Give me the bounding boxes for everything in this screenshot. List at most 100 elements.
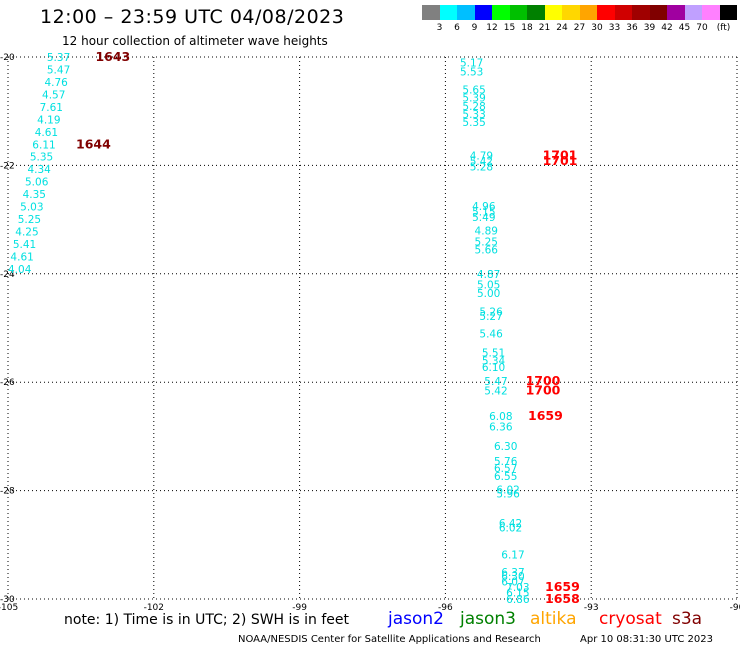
wave-height-label: 4.76: [44, 77, 68, 89]
legend-jason3: jason3: [460, 609, 516, 629]
wave-height-label: 5.28: [462, 101, 485, 113]
scale-swatch: [614, 5, 632, 20]
wave-height-label: 6.17: [501, 550, 524, 562]
wave-height-label: 5.42: [484, 385, 507, 397]
scale-swatch: [439, 5, 457, 20]
wave-height-label: 5.00: [477, 288, 500, 300]
scale-label: 18: [521, 23, 533, 33]
wave-height-label: 5.47: [484, 376, 507, 388]
wave-height-label: 5.25: [475, 236, 498, 248]
wave-height-label: 5.03: [20, 202, 43, 214]
page-subtitle: 12 hour collection of altimeter wave hei…: [62, 34, 328, 48]
scale-swatch: [667, 5, 685, 20]
wave-height-label: 5.28: [470, 161, 493, 173]
wave-height-label: 5.17: [460, 57, 483, 69]
wave-height-label: 5.26: [479, 307, 503, 319]
scale-label: 70: [696, 23, 708, 33]
wave-height-label: 5.27: [479, 311, 502, 323]
wave-height-label: 7.61: [40, 102, 63, 114]
scale-swatch: [719, 5, 737, 20]
wave-height-label: 6.55: [494, 471, 517, 483]
scale-label: (ft): [716, 23, 731, 33]
y-tick-label: -24: [0, 270, 15, 280]
wave-height-label: 5.49: [472, 212, 495, 224]
wave-height-label: 5.76: [494, 456, 518, 468]
wave-height-label: 7.03: [506, 582, 529, 594]
wave-height-label: 6.10: [482, 362, 505, 374]
wave-height-label: 5.25: [18, 214, 41, 226]
y-tick-label: -22: [0, 161, 15, 171]
wave-height-label: 6.86: [506, 594, 530, 606]
wave-height-label: 6.11: [32, 139, 55, 151]
scale-label: 12: [486, 23, 498, 33]
wave-height-label: 5.35: [462, 117, 485, 129]
wave-height-label: 6.07: [501, 577, 524, 589]
scale-swatch: [649, 5, 667, 20]
wave-height-label: 4.87: [477, 269, 500, 281]
pass-time-label: 1701: [543, 148, 578, 163]
wave-height-label: 5.53: [460, 67, 483, 79]
scale-swatch: [562, 5, 580, 20]
scale-label: 27: [573, 23, 586, 33]
x-tick-label: -96: [438, 603, 453, 613]
scale-label: 6: [454, 23, 460, 33]
scale-swatch: [422, 5, 440, 20]
legend-s3a: s3a: [672, 609, 703, 629]
generation-timestamp: Apr 10 08:31:30 UTC 2023: [580, 634, 713, 645]
wave-height-label: 6.42: [499, 518, 522, 530]
pass-time-label: 1659: [528, 408, 563, 423]
scale-label: 36: [626, 23, 638, 33]
y-tick-label: -20: [0, 53, 15, 63]
wave-height-label: 5.15: [472, 206, 495, 218]
wave-height-label: 5.42: [470, 156, 493, 168]
page-title: 12:00 – 23:59 UTC 04/08/2023: [40, 6, 345, 28]
scale-label: 21: [538, 23, 551, 33]
wave-height-label: 6.30: [494, 441, 517, 453]
wave-height-label: 5.41: [13, 239, 36, 251]
scale-label: 30: [591, 23, 603, 33]
x-tick-label: -105: [0, 603, 18, 613]
credit-line: NOAA/NESDIS Center for Satellite Applica…: [238, 634, 541, 645]
pass-time-label: 1701: [543, 153, 578, 168]
wave-height-label: 6.30: [501, 571, 524, 583]
scale-swatch: [702, 5, 720, 20]
wave-height-label: 4.04: [8, 264, 32, 276]
pass-time-label: 1700: [526, 373, 561, 388]
scale-swatch: [544, 5, 562, 20]
legend-jason2: jason2: [388, 609, 444, 629]
scale-swatch: [457, 5, 475, 20]
wave-height-label: 4.96: [472, 201, 496, 213]
wave-height-label: 4.35: [23, 189, 46, 201]
pass-time-label: 1658: [545, 591, 580, 606]
scale-swatch: [632, 5, 650, 20]
wave-height-label: 5.96: [496, 488, 520, 500]
wave-height-label: 5.33: [462, 109, 485, 121]
wave-height-label: 6.57: [494, 463, 517, 475]
wave-height-label: 4.61: [35, 127, 58, 139]
wave-height-label: 4.79: [470, 151, 493, 163]
legend-altika: altika: [530, 609, 577, 629]
y-tick-label: -28: [0, 487, 15, 497]
wave-height-label: 5.65: [462, 85, 485, 97]
wave-height-label: 6.37: [501, 567, 524, 579]
scale-label: 9: [471, 23, 478, 33]
wave-height-label: 4.25: [15, 227, 38, 239]
scale-swatch: [509, 5, 527, 20]
wave-height-label: 6.02: [499, 522, 522, 534]
wave-height-label: 5.37: [47, 52, 70, 64]
x-tick-label: -102: [144, 603, 164, 613]
x-tick-label: -99: [292, 603, 307, 613]
wave-height-label: 4.89: [475, 225, 498, 237]
wave-height-label: 4.19: [37, 114, 60, 126]
y-tick-label: -26: [0, 378, 15, 388]
wave-height-label: 4.57: [42, 89, 65, 101]
scale-swatch: [579, 5, 597, 20]
wave-height-label: 5.66: [475, 244, 499, 256]
pass-time-label: 1700: [526, 382, 561, 397]
wave-height-label: 5.35: [30, 152, 53, 164]
wave-height-label: 5.34: [482, 356, 506, 368]
wave-height-label: 5.06: [25, 177, 49, 189]
pass-time-label: 1644: [76, 136, 111, 151]
wave-height-label: 5.39: [462, 93, 485, 105]
